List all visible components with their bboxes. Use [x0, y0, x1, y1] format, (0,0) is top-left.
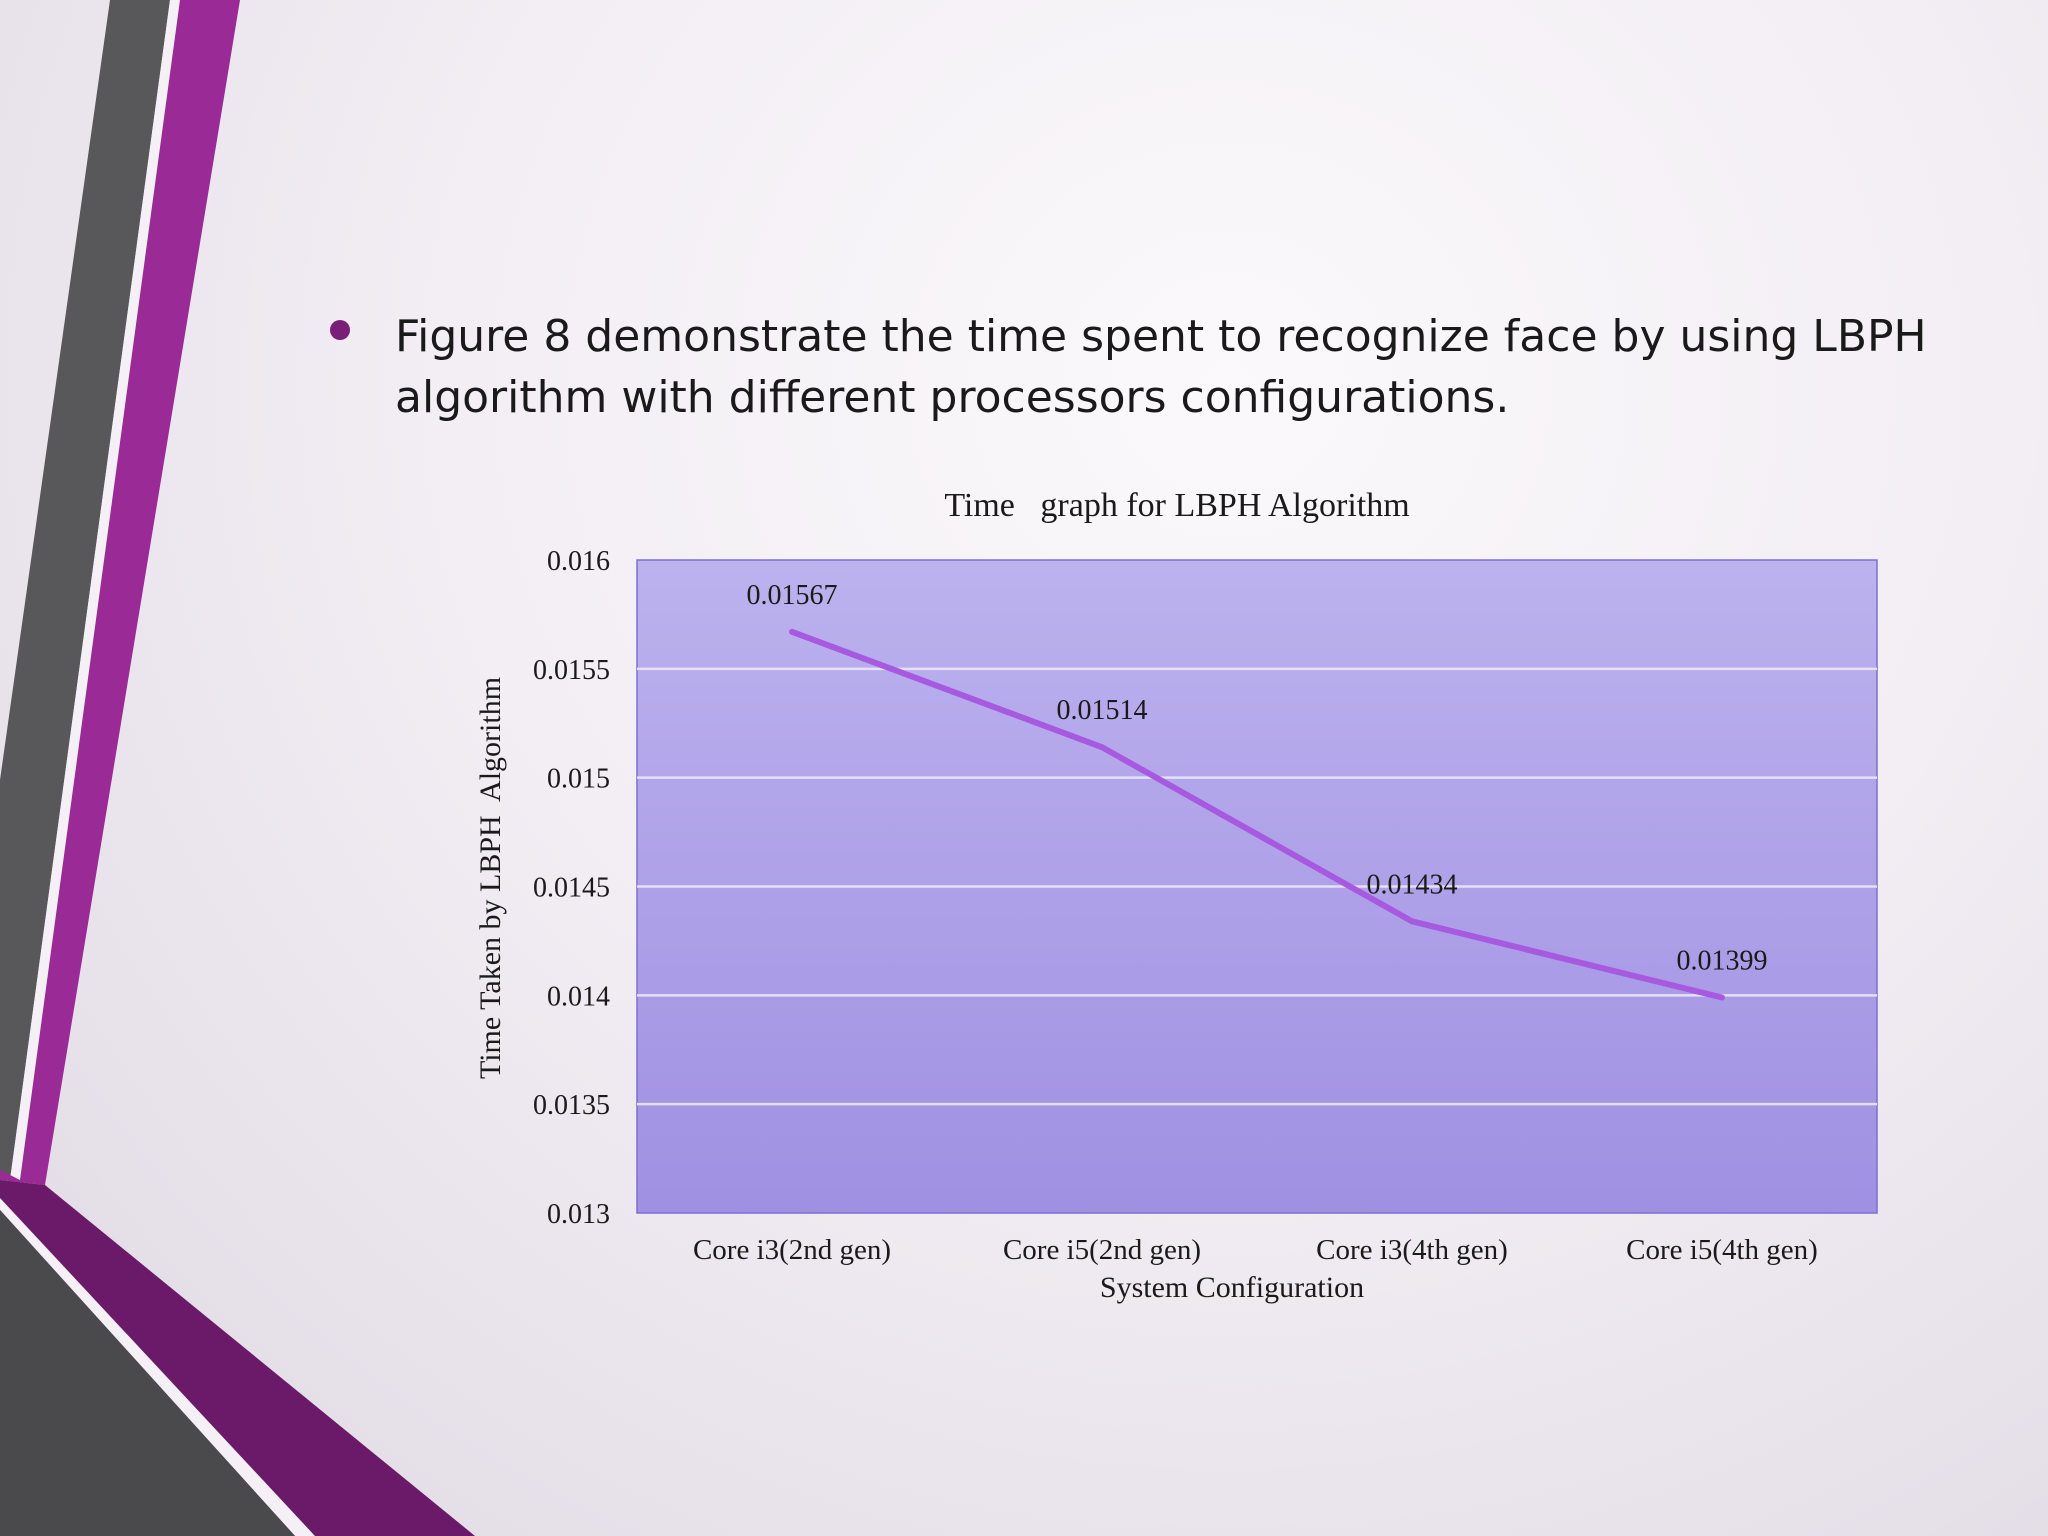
y-tick-label: 0.014	[547, 981, 610, 1012]
x-tick-label: Core i5(2nd gen)	[1003, 1234, 1201, 1266]
data-labels: 0.01567 0.01514 0.01434 0.01399	[747, 580, 1768, 977]
x-tick-label: Core i5(4th gen)	[1626, 1234, 1818, 1266]
y-tick-label: 0.0135	[533, 1090, 610, 1121]
decor-bottom-gray	[0, 1210, 295, 1536]
data-label: 0.01399	[1677, 946, 1768, 977]
decor-white-gap	[10, 0, 180, 1180]
gridlines	[637, 667, 1877, 1106]
y-axis-label: Time Taken by LBPH Algorithm	[474, 677, 507, 1079]
y-tick-label: 0.015	[547, 764, 610, 795]
x-tick-label: Core i3(2nd gen)	[693, 1234, 891, 1266]
x-axis-ticks: Core i3(2nd gen) Core i5(2nd gen) Core i3(…	[693, 1234, 1818, 1266]
y-tick-label: 0.0155	[533, 655, 610, 686]
x-axis-label: System Configuration	[1100, 1271, 1364, 1304]
decor-bottom-white-line	[0, 1198, 315, 1536]
decor-gray-stripe	[0, 0, 170, 1180]
y-tick-label: 0.016	[547, 546, 610, 577]
bullet-text: Figure 8 demonstrate the time spent to r…	[395, 311, 1927, 423]
y-tick-label: 0.0145	[533, 873, 610, 904]
y-axis-ticks: 0.013 0.0135 0.014 0.0145 0.015 0.0155 0.016	[533, 546, 610, 1230]
data-label: 0.01514	[1057, 695, 1148, 726]
decor-bottom-dark-purple	[0, 1180, 475, 1536]
data-label: 0.01434	[1367, 869, 1458, 900]
bullet-dot-icon	[330, 320, 350, 340]
data-label: 0.01567	[747, 580, 838, 611]
x-tick-label: Core i3(4th gen)	[1316, 1234, 1508, 1266]
y-tick-label: 0.013	[547, 1199, 610, 1230]
series-line	[789, 628, 1725, 1001]
decor-purple-stripe	[0, 0, 240, 1185]
chart-title: Time graph for LBPH Algorithm	[944, 487, 1409, 524]
